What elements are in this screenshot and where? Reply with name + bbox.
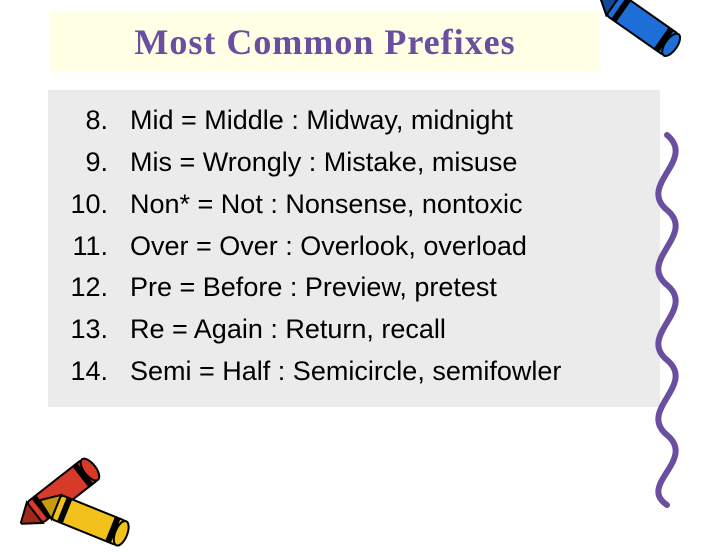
list-number: 10. [48,184,130,226]
crayon-icon [33,485,138,554]
list-number: 12. [48,267,130,309]
swirl-icon [632,130,702,510]
list-number: 11. [48,226,130,268]
list-number: 9. [48,142,130,184]
list-text: Over = Over : Overlook, overload [130,226,660,268]
list-item: 12. Pre = Before : Preview, pretest [48,267,660,309]
list-text: Semi = Half : Semicircle, semifowler [130,351,660,393]
list-text: Pre = Before : Preview, pretest [130,267,660,309]
list-item: 13. Re = Again : Return, recall [48,309,660,351]
list-number: 14. [48,351,130,393]
list-text: Re = Again : Return, recall [130,309,660,351]
list-number: 8. [48,100,130,142]
list-item: 9. Mis = Wrongly : Mistake, misuse [48,142,660,184]
title-banner: Most Common Prefixes [50,12,600,72]
page-title: Most Common Prefixes [134,21,515,63]
list-number: 13. [48,309,130,351]
list-item: 14. Semi = Half : Semicircle, semifowler [48,351,660,393]
list-text: Mis = Wrongly : Mistake, misuse [130,142,660,184]
crayon-icon [589,0,690,66]
list-text: Non* = Not : Nonsense, nontoxic [130,184,660,226]
list-item: 8. Mid = Middle : Midway, midnight [48,100,660,142]
list-item: 10. Non* = Not : Nonsense, nontoxic [48,184,660,226]
list-text: Mid = Middle : Midway, midnight [130,100,660,142]
prefix-list: 8. Mid = Middle : Midway, midnight 9. Mi… [48,90,660,407]
list-item: 11. Over = Over : Overlook, overload [48,226,660,268]
